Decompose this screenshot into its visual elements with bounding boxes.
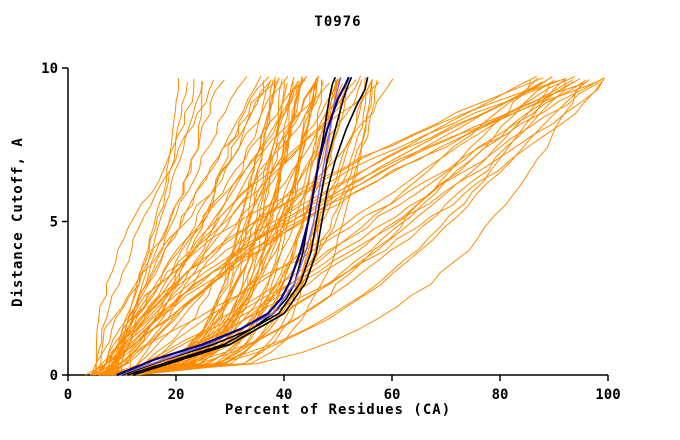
x-tick-label: 100 [595,387,620,403]
y-tick-label: 10 [41,61,58,77]
model-curve [103,76,276,376]
x-tick-label: 80 [492,387,509,403]
model-curve [103,79,338,376]
x-tick-label: 20 [168,387,185,403]
y-axis-label: Distance Cutoff, A [10,137,26,307]
y-tick-label: 0 [50,368,58,384]
model-curve [121,78,566,376]
model-curve [123,77,605,376]
model-curve [112,82,317,376]
model-curve [113,81,188,376]
model-curve [119,79,378,376]
model-curve [123,79,586,376]
model-curve [109,77,567,376]
model-curve [100,75,262,376]
model-curve [120,77,544,376]
model-curve [138,81,583,376]
model-curve [116,79,319,376]
model-curves-layer [85,75,605,376]
black-model-3 [132,77,369,376]
model-curve [85,78,394,376]
x-tick-label: 0 [64,387,72,403]
model-curve [106,79,274,376]
model-curve [111,82,600,376]
model-curve [95,79,215,376]
navy-model [116,76,350,377]
x-tick-label: 40 [276,387,293,403]
reference-curves-layer [116,76,350,377]
model-curve [98,75,308,376]
x-axis-label: Percent of Residues (CA) [225,402,451,418]
x-tick-label: 60 [384,387,401,403]
model-curve [121,77,566,376]
model-curve [104,79,306,376]
model-curve [108,78,581,376]
model-curve [112,75,537,376]
model-curve [110,79,532,376]
model-curve [104,80,558,376]
model-curve [95,78,195,376]
model-curve [110,77,605,376]
model-curve [127,76,553,376]
axes: 0 20 40 60 80 100 0 5 10 [41,61,621,403]
model-curve [140,76,576,376]
model-curve [102,78,339,376]
model-curve [129,82,586,376]
model-curve [108,79,602,376]
model-curve [111,79,574,376]
model-curve [118,76,553,376]
model-curve [91,80,272,376]
model-curve [100,79,225,376]
model-curve [113,79,347,376]
chart-title: T0976 [314,14,361,30]
model-curve [125,79,322,376]
model-curve [101,82,330,376]
black-model-2 [127,76,353,376]
y-tick-label: 5 [50,215,58,231]
model-curve [89,75,320,376]
model-curve [108,76,248,376]
model-curve [99,81,543,376]
